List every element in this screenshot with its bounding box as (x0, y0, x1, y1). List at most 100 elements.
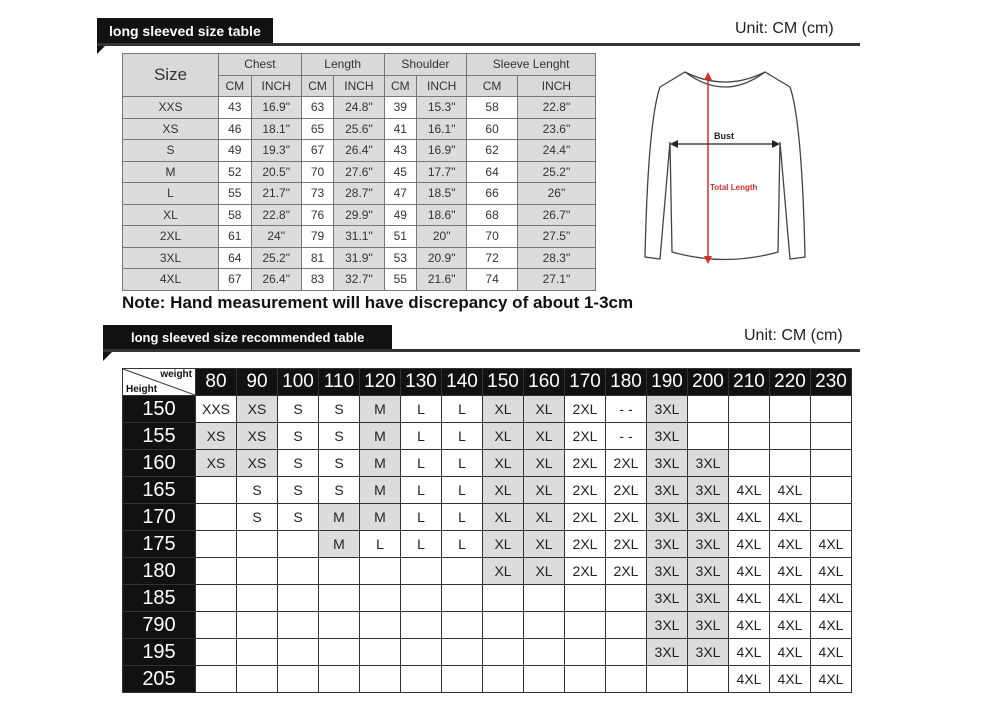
measurement-cell: 27.6" (333, 160, 385, 183)
measurement-note: Note: Hand measurement will have discrep… (122, 293, 634, 312)
height-header: 155 (122, 422, 196, 450)
size-cell: L (400, 503, 442, 531)
size-cell (318, 665, 360, 693)
size-cell (564, 638, 606, 666)
size-cell: L (400, 422, 442, 450)
measurement-cell: 26.4" (250, 268, 302, 291)
measurement-cell: 79 (300, 225, 335, 248)
size-cell: 3XL (122, 246, 219, 269)
size-cell: 2XL (564, 530, 606, 558)
size-cell: 3XL (687, 638, 729, 666)
size-cell (523, 665, 565, 693)
measurement-cell: 55 (218, 182, 252, 205)
size-cell (728, 395, 770, 423)
weight-header: 170 (564, 368, 606, 396)
size-cell: 4XL (810, 557, 852, 585)
size-cell: 4XL (769, 638, 811, 666)
size-cell (400, 665, 442, 693)
measurement-cell: 22.8" (250, 203, 302, 226)
size-cell: S (277, 449, 319, 477)
measurement-cell: 24" (250, 225, 302, 248)
size-cell (441, 638, 483, 666)
size-cell: L (441, 503, 483, 531)
size-cell: S (277, 476, 319, 504)
size-cell: L (400, 395, 442, 423)
size-cell (769, 422, 811, 450)
measurement-cell: 49 (383, 203, 418, 226)
size-cell (277, 611, 319, 639)
height-header: 160 (122, 449, 196, 477)
size-cell (441, 611, 483, 639)
size-cell: 4XL (810, 530, 852, 558)
weight-header: 150 (482, 368, 524, 396)
measurement-cell: 32.7" (333, 268, 385, 291)
size-cell (769, 449, 811, 477)
size-cell: 4XL (728, 503, 770, 531)
measurement-cell: 43 (383, 139, 418, 162)
unit-header: CM (300, 74, 335, 97)
size-cell: 4XL (810, 638, 852, 666)
size-cell (605, 638, 647, 666)
unit-header: INCH (333, 74, 385, 97)
size-cell (195, 530, 237, 558)
size-cell (728, 449, 770, 477)
size-cell (810, 422, 852, 450)
measurement-cell: 66 (466, 182, 518, 205)
table-row: 2XL 61 24" 79 31.1" 51 20" 70 27.5" (122, 225, 597, 248)
size-cell: - - (605, 422, 647, 450)
size-cell: 4XL (728, 557, 770, 585)
size-cell: XL (482, 395, 524, 423)
size-cell (318, 638, 360, 666)
group-header: Chest (218, 53, 302, 76)
size-cell (687, 422, 729, 450)
size-cell: XL (523, 449, 565, 477)
size-cell: XL (523, 476, 565, 504)
size-cell: 2XL (605, 530, 647, 558)
size-cell: 3XL (646, 611, 688, 639)
size-cell (441, 584, 483, 612)
measurement-cell: 16.9" (416, 139, 468, 162)
size-cell (564, 584, 606, 612)
size-cell (400, 638, 442, 666)
unit-header: INCH (416, 74, 468, 97)
size-cell (441, 665, 483, 693)
measurement-cell: 64 (218, 246, 252, 269)
table-row: XXS 43 16.9" 63 24.8" 39 15.3" 58 22.8" (122, 96, 597, 119)
size-cell (564, 611, 606, 639)
height-header: 180 (122, 557, 196, 585)
size-cell (482, 665, 524, 693)
group-header: Shoulder (383, 53, 468, 76)
weight-header: 200 (687, 368, 729, 396)
measurement-cell: 31.9" (333, 246, 385, 269)
size-cell: S (236, 503, 278, 531)
size-cell: 3XL (646, 476, 688, 504)
size-cell: XL (523, 395, 565, 423)
size-cell (195, 638, 237, 666)
size-cell: L (441, 422, 483, 450)
table-row: 160 XS XS S S M L L XL XL 2XL 2XL 3XL 3XL (122, 449, 852, 477)
size-cell: 3XL (646, 422, 688, 450)
measurement-cell: 61 (218, 225, 252, 248)
size-cell: 4XL (769, 503, 811, 531)
size-cell: XS (195, 422, 237, 450)
unit-header: CM (383, 74, 418, 97)
size-cell (359, 638, 401, 666)
measurement-cell: 18.1" (250, 117, 302, 140)
size-cell: M (122, 160, 219, 183)
size-cell (441, 557, 483, 585)
size-table-title: long sleeved size table (97, 18, 273, 54)
measurement-cell: 20" (416, 225, 468, 248)
height-header: 790 (122, 611, 196, 639)
weight-header: 100 (277, 368, 319, 396)
measurement-cell: 58 (466, 96, 518, 119)
size-cell: S (277, 503, 319, 531)
table-row: 4XL 67 26.4" 83 32.7" 55 21.6" 74 27.1" (122, 268, 597, 291)
size-cell: M (359, 422, 401, 450)
size-cell: L (441, 476, 483, 504)
size-cell: 2XL (564, 449, 606, 477)
table-row: 150 XXS XS S S M L L XL XL 2XL - -3XL (122, 395, 852, 423)
height-header: 170 (122, 503, 196, 531)
size-cell: S (122, 139, 219, 162)
size-cell: S (318, 422, 360, 450)
measurement-cell: 63 (300, 96, 335, 119)
